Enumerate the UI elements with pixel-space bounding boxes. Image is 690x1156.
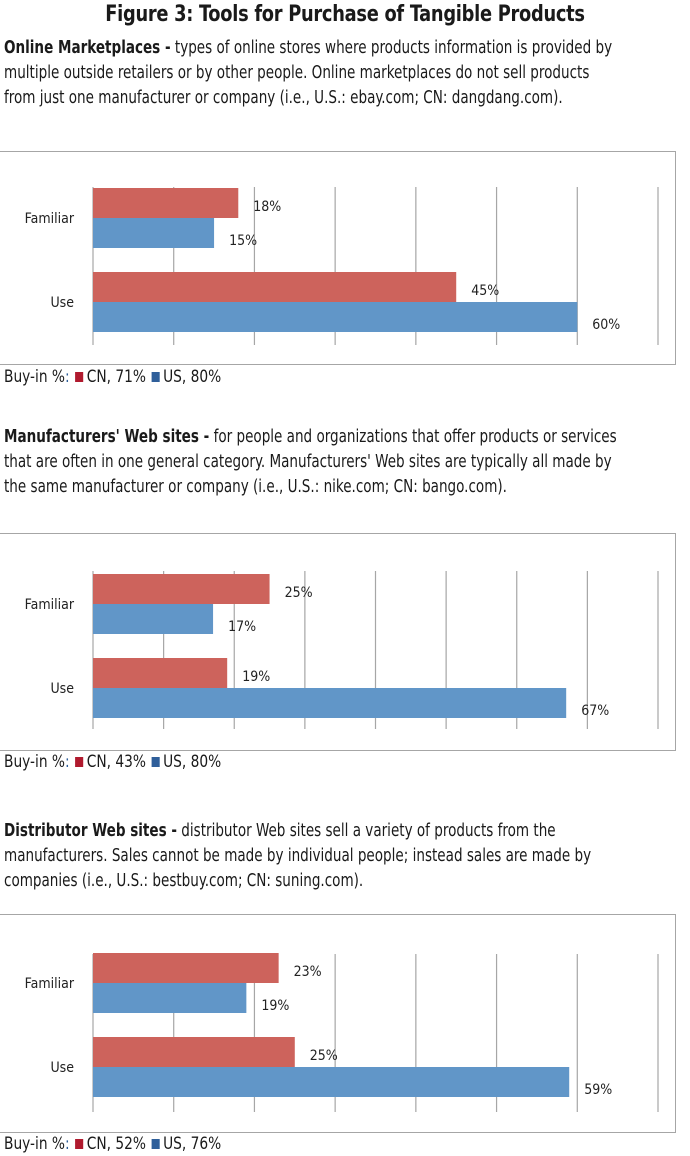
data-label-cn-familiar: 25% [285,585,313,601]
data-label-cn-familiar: 23% [294,964,322,980]
bar-chart-online-marketplaces: Familiar 18% 15% Use 45% 60% [25,187,659,345]
bar-cn-familiar [93,953,279,983]
section-text: for people and organizations that offer … [4,427,617,497]
legend-colon: : [65,367,70,387]
bar-us-use [93,1067,570,1097]
chart-legend: Buy-in %: CN, 43% US, 80% [4,752,221,772]
section-text: distributor Web sites sell a variety of … [4,821,592,891]
data-label-us-use: 67% [581,703,609,719]
data-label-us-familiar: 15% [229,233,257,249]
legend-prefix: Buy-in % [4,367,66,387]
data-label-us-use: 59% [584,1082,612,1098]
section-description: Online Marketplaces - types of online st… [4,36,623,111]
legend-us: US, 76% [163,1134,222,1154]
chart-frame: Familiar 23% 19% Use 25% 59% [0,914,676,1133]
data-label-cn-familiar: 18% [253,199,281,215]
bar-chart-distributor-web-sites: Familiar 23% 19% Use 25% 59% [25,953,659,1112]
data-label-cn-use: 45% [471,283,499,299]
chart-legend: Buy-in %: CN, 52% US, 76% [4,1134,221,1154]
chart-frame: Familiar 18% 15% Use 45% 60% [0,151,676,365]
bar-cn-familiar [93,574,270,604]
chart-frame: Familiar 25% 17% Use 19% 67% [0,533,676,751]
category-label: Familiar [25,976,75,992]
category-label: Use [50,1060,74,1076]
bar-us-familiar [93,983,247,1013]
bar-us-familiar [93,604,214,634]
legend-us: US, 80% [163,752,222,772]
legend-prefix: Buy-in % [4,752,66,772]
bar-cn-use [93,272,457,302]
data-label-cn-use: 19% [242,669,270,685]
data-label-cn-use: 25% [310,1048,338,1064]
bar-chart-manufacturers-web-sites: Familiar 25% 17% Use 19% 67% [25,571,659,729]
section-text: types of online stores where products in… [4,38,613,108]
category-label: Familiar [25,211,75,227]
bar-cn-use [93,1037,295,1067]
section-heading: Online Marketplaces - [4,38,171,58]
category-label: Use [50,295,74,311]
bar-us-familiar [93,218,215,248]
bar-cn-use [93,658,228,688]
category-label: Use [50,681,74,697]
chart-legend: Buy-in %: CN, 71% US, 80% [4,367,221,387]
legend-prefix: Buy-in % [4,1134,66,1154]
section-heading: Distributor Web sites - [4,821,177,841]
legend-swatch-us [151,1139,160,1149]
figure-title: Figure 3: Tools for Purchase of Tangible… [105,2,585,27]
legend-colon: : [65,752,70,772]
data-label-us-familiar: 17% [228,619,256,635]
legend-swatch-cn [75,757,84,767]
bar-us-use [93,688,567,718]
category-label: Familiar [25,597,75,613]
data-label-us-familiar: 19% [261,998,289,1014]
data-label-us-use: 60% [592,317,620,333]
legend-cn: CN, 52% [86,1134,147,1154]
legend-colon: : [65,1134,70,1154]
legend-swatch-us [151,372,160,382]
legend-swatch-cn [75,1139,84,1149]
legend-swatch-cn [75,372,84,382]
bar-cn-familiar [93,188,239,218]
section-description: Manufacturers' Web sites - for people an… [4,425,623,500]
legend-swatch-us [151,757,160,767]
section-heading: Manufacturers' Web sites - [4,427,210,447]
legend-cn: CN, 43% [86,752,147,772]
bar-us-use [93,302,578,332]
section-description: Distributor Web sites - distributor Web … [4,819,623,894]
legend-cn: CN, 71% [86,367,147,387]
legend-us: US, 80% [163,367,222,387]
